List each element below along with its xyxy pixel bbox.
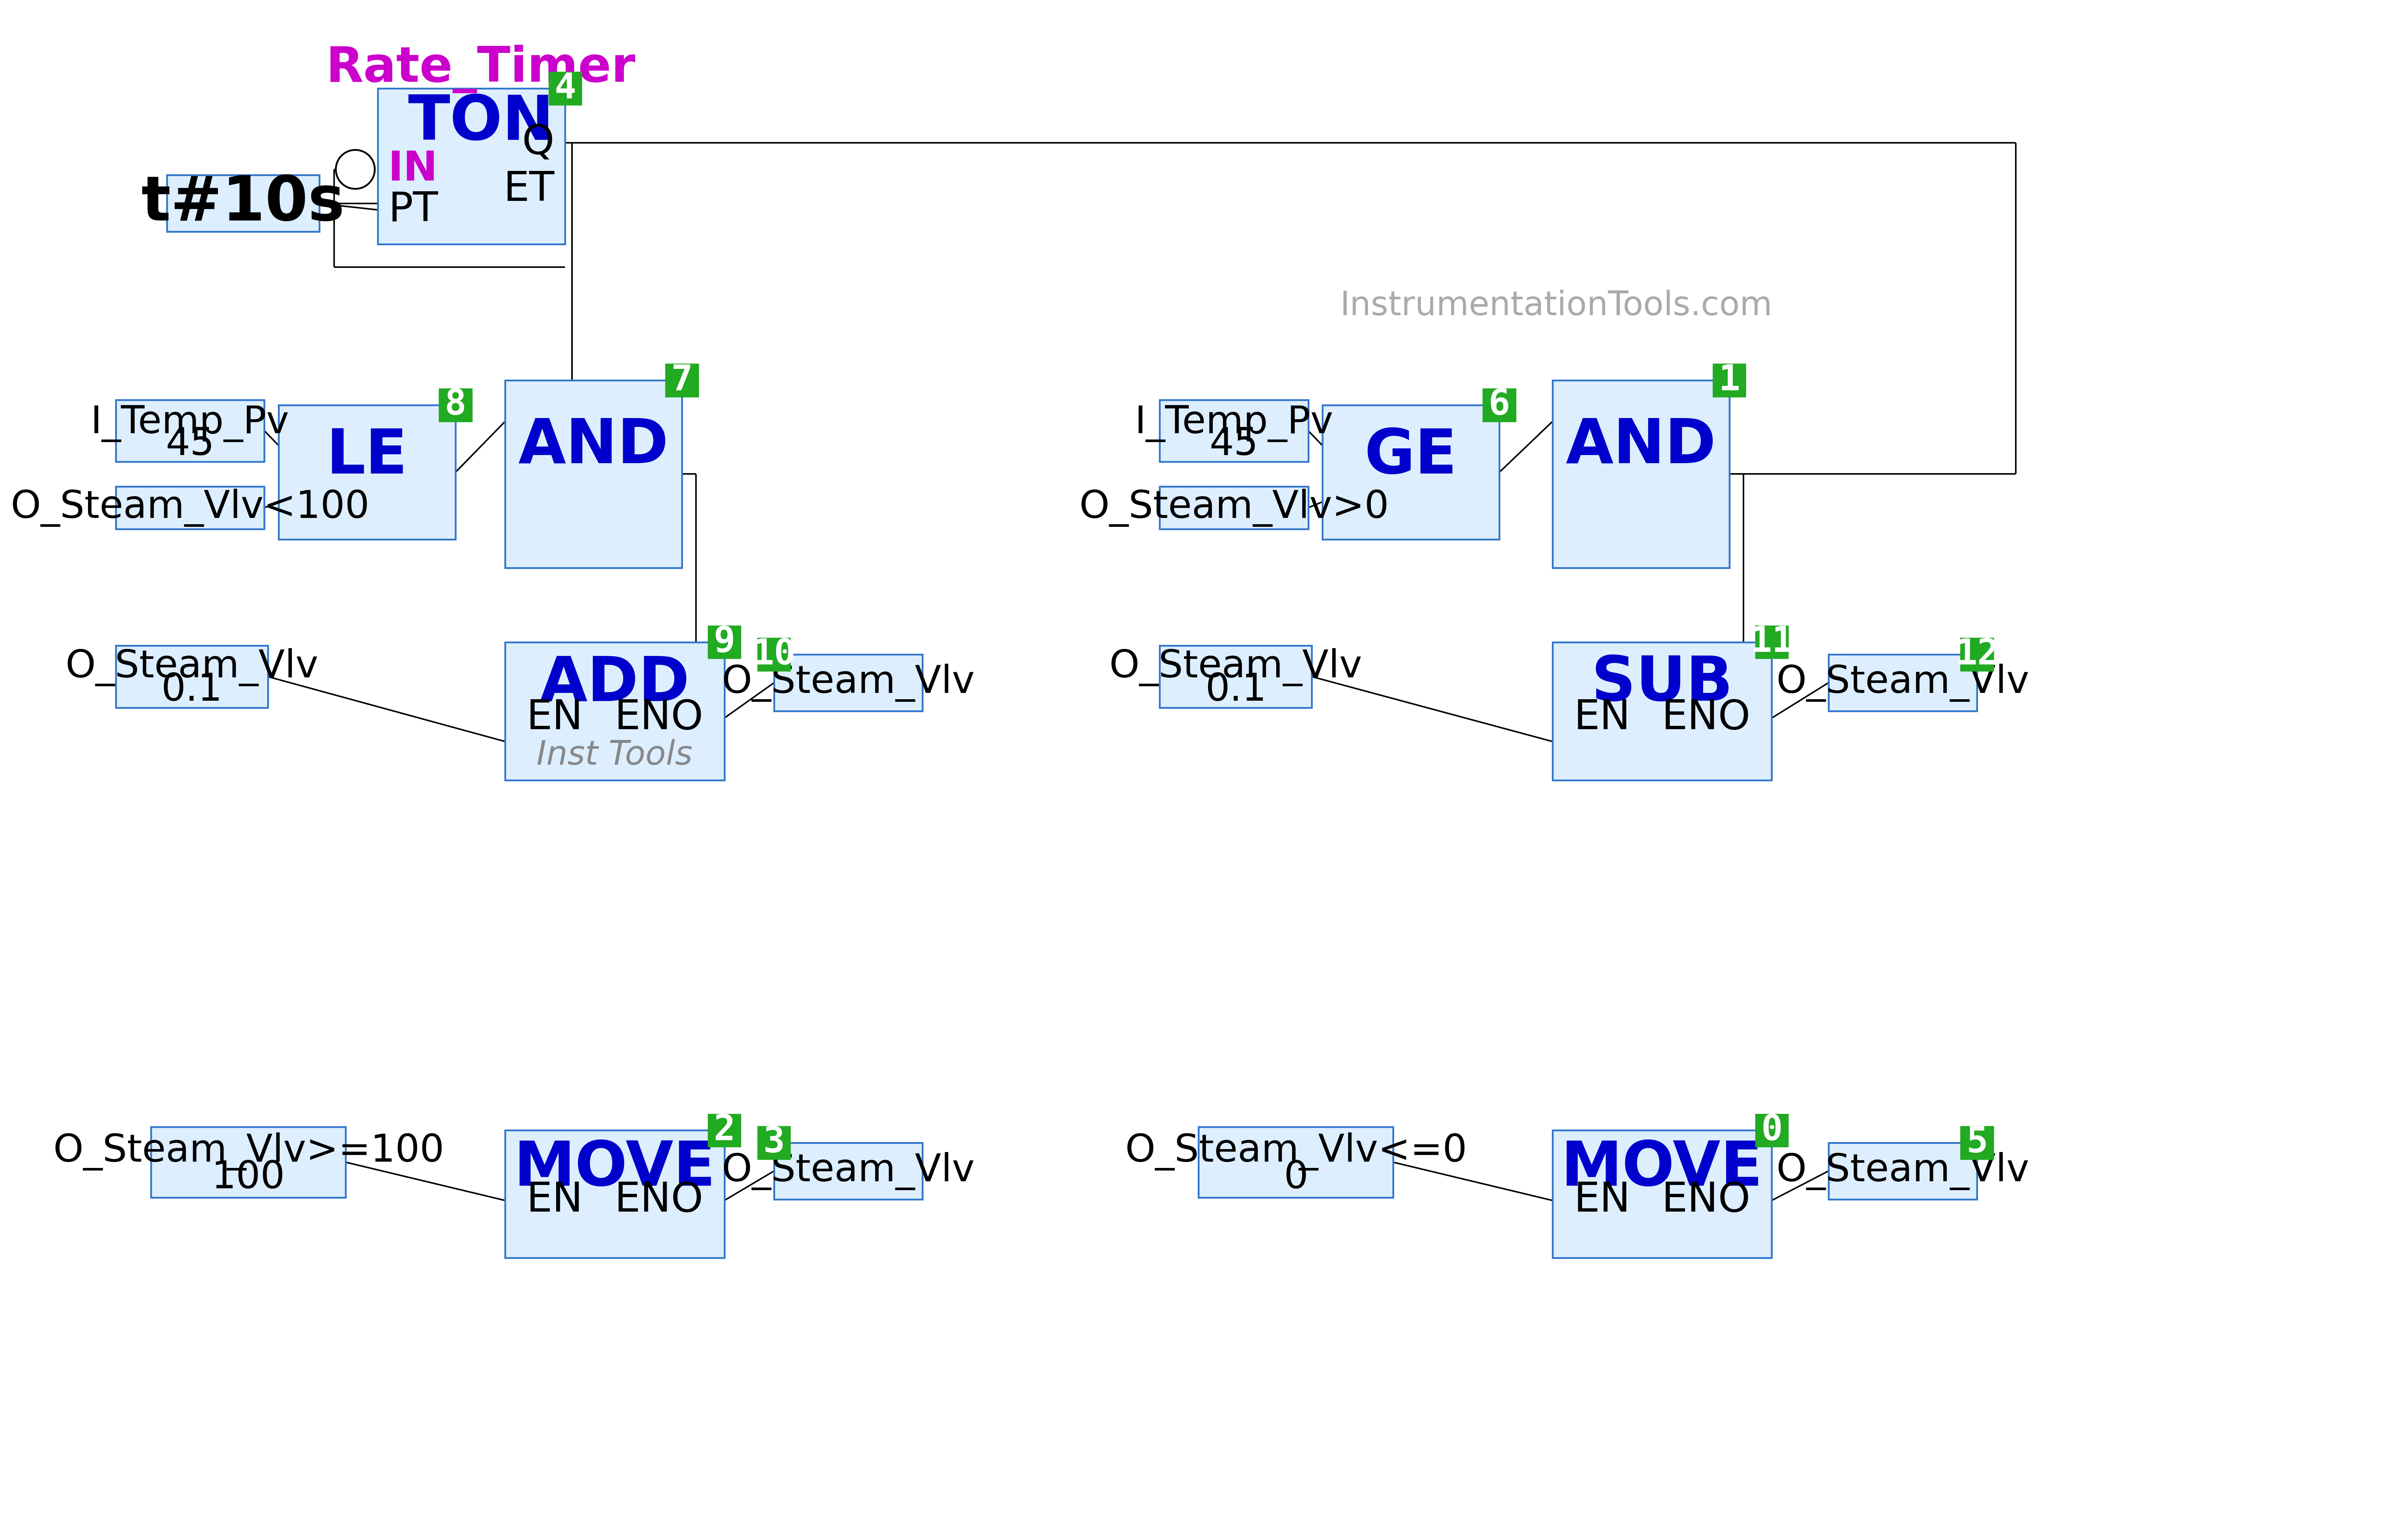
Text: Rate_Timer: Rate_Timer — [325, 45, 636, 94]
Text: 2: 2 — [713, 1113, 734, 1148]
Text: O_Steam_Vlv: O_Steam_Vlv — [1777, 1153, 2030, 1190]
Bar — [506, 380, 681, 568]
Text: O_Steam_Vlv: O_Steam_Vlv — [722, 1153, 975, 1190]
Bar — [116, 646, 267, 708]
Bar — [506, 642, 725, 780]
Bar — [708, 1114, 742, 1147]
Bar — [1755, 1114, 1789, 1147]
Text: MOVE: MOVE — [1560, 1139, 1763, 1199]
Text: 5: 5 — [1967, 1125, 1989, 1160]
Text: EN: EN — [1572, 1180, 1630, 1220]
Text: 45: 45 — [1209, 426, 1259, 463]
Text: 4: 4 — [554, 71, 576, 106]
Text: InstrumentationTools.com: InstrumentationTools.com — [1339, 289, 1772, 322]
Text: AND: AND — [518, 416, 669, 476]
Text: 0.1: 0.1 — [1204, 671, 1267, 709]
Bar — [1828, 654, 1977, 711]
Text: EN: EN — [527, 1180, 583, 1220]
Bar — [166, 175, 320, 232]
Text: 0: 0 — [1760, 1113, 1782, 1148]
Bar — [549, 72, 583, 105]
Bar — [1755, 625, 1789, 659]
Text: IN: IN — [388, 149, 438, 189]
Bar — [708, 625, 742, 659]
Bar — [116, 486, 265, 529]
Text: 6: 6 — [1488, 388, 1510, 422]
Text: 0.1: 0.1 — [161, 671, 222, 709]
Text: SUB: SUB — [1592, 654, 1734, 714]
Text: ENO: ENO — [1662, 699, 1751, 737]
Bar — [773, 654, 922, 711]
Text: 45: 45 — [166, 426, 214, 463]
Text: MOVE: MOVE — [513, 1139, 715, 1199]
Bar — [1483, 388, 1517, 422]
Bar — [1322, 405, 1500, 540]
Bar — [1712, 363, 1746, 397]
Bar — [1553, 1130, 1772, 1257]
Text: O_Steam_Vlv<100: O_Steam_Vlv<100 — [10, 489, 368, 526]
Text: 10: 10 — [751, 637, 795, 671]
Text: 8: 8 — [445, 388, 467, 422]
Bar — [665, 363, 698, 397]
Text: O_Steam_Vlv>=100: O_Steam_Vlv>=100 — [53, 1133, 443, 1171]
Text: 9: 9 — [713, 625, 734, 659]
Text: EN: EN — [1572, 699, 1630, 737]
Bar — [279, 405, 455, 540]
Text: O_Steam_Vlv>0: O_Steam_Vlv>0 — [1079, 489, 1389, 526]
Bar — [759, 1127, 790, 1159]
Text: LE: LE — [327, 426, 407, 486]
Bar — [1828, 1143, 1977, 1199]
Text: O_Steam_Vlv: O_Steam_Vlv — [722, 663, 975, 702]
Text: 1: 1 — [1719, 363, 1741, 397]
Text: AND: AND — [1565, 416, 1717, 476]
Bar — [773, 1143, 922, 1199]
Bar — [152, 1127, 347, 1197]
Text: 0: 0 — [1283, 1159, 1308, 1196]
Text: I_Temp_Pv: I_Temp_Pv — [1134, 405, 1334, 442]
Text: Inst Tools: Inst Tools — [537, 739, 694, 771]
Bar — [759, 639, 790, 671]
Bar — [1199, 1127, 1394, 1197]
Text: O_Steam_Vlv: O_Steam_Vlv — [1110, 648, 1363, 686]
Bar — [1553, 642, 1772, 780]
Text: GE: GE — [1365, 426, 1457, 486]
Bar — [1161, 486, 1308, 529]
Text: 7: 7 — [672, 363, 694, 397]
Text: O_Steam_Vlv: O_Steam_Vlv — [65, 648, 318, 686]
Text: ENO: ENO — [614, 1180, 703, 1220]
Text: 100: 100 — [212, 1159, 284, 1196]
Bar — [1960, 639, 1994, 671]
Text: EN: EN — [527, 699, 583, 737]
Text: 3: 3 — [763, 1125, 785, 1160]
Bar — [378, 88, 566, 245]
Text: ENO: ENO — [1662, 1180, 1751, 1220]
Bar — [1553, 380, 1729, 568]
Bar — [1161, 400, 1308, 462]
Bar — [116, 400, 265, 462]
Text: ENO: ENO — [614, 699, 703, 737]
Text: ET: ET — [503, 169, 554, 209]
Bar — [506, 1130, 725, 1257]
Bar — [438, 388, 472, 422]
Text: 12: 12 — [1955, 637, 1999, 671]
Text: I_Temp_Pv: I_Temp_Pv — [92, 405, 289, 442]
Text: PT: PT — [388, 189, 438, 229]
Text: t#10s: t#10s — [142, 174, 344, 234]
Text: 11: 11 — [1751, 625, 1794, 659]
Text: O_Steam_Vlv<=0: O_Steam_Vlv<=0 — [1125, 1133, 1466, 1171]
Text: Q: Q — [523, 123, 554, 163]
Bar — [1161, 646, 1312, 708]
Text: ADD: ADD — [539, 654, 689, 714]
Text: O_Steam_Vlv: O_Steam_Vlv — [1777, 663, 2030, 702]
Text: TON: TON — [407, 92, 554, 152]
Bar — [1960, 1127, 1994, 1159]
